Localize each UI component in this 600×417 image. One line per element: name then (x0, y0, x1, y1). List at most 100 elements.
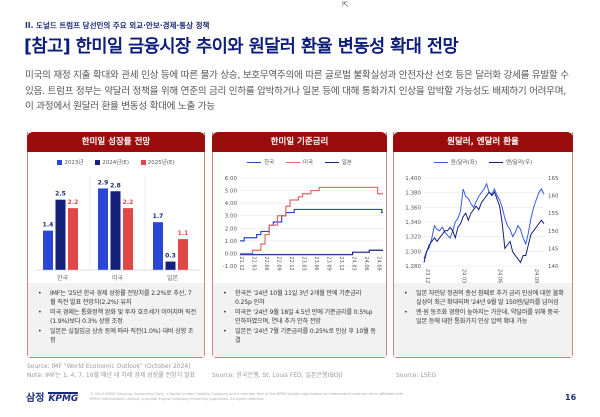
intro-paragraph: 미국의 재정 지출 확대와 관세 인상 등에 따른 물가 상승, 보호무역주의에… (25, 70, 569, 112)
category-label: 일본 (167, 274, 179, 282)
legend-item: 원/달러(좌) (433, 160, 477, 166)
x-tick-label: 23.06 (313, 256, 319, 270)
bullet-item: 미국은 '24년 9월 18일 4.5년 만에 기준금리를 0.5%p 인하하였… (223, 308, 378, 326)
page-number: 16 (565, 393, 577, 402)
series-line-일본 (240, 249, 383, 256)
legend-item: 2024년(E) (95, 160, 129, 166)
panel-header: 한미일 성장률 전망 (27, 132, 205, 152)
x-tick-label: 22.12 (288, 256, 294, 270)
data-label: 1.4 (43, 222, 54, 229)
x-tick-label: 24.06 (363, 256, 369, 270)
y-left-tick-label: 1,340 (405, 220, 421, 226)
bar (165, 261, 176, 270)
growth-panel: 한미일 성장률 전망 2023년 2024년(E) 2025년(E) 1.4 2.… (27, 132, 205, 358)
data-label: 1.7 (153, 213, 164, 220)
legend-item: 2025년(E) (140, 160, 175, 166)
y-tick-label: -1.00 (223, 264, 238, 270)
y-right-tick-label: 150 (548, 229, 559, 235)
mouse-cursor-icon: ⇱ (342, 0, 349, 9)
bullet-item: 엔·원 동조화 경향이 높아지는 가운데, 약달러를 위해 중국·일본 등에 대… (404, 308, 564, 326)
x-tick-label: 24.03 (460, 269, 466, 283)
policy-rate-chart: -1.00 0.00 1.00 2.00 3.00 4.00 5.00 6.00 21.12 22… (223, 176, 383, 271)
bullet-list: IMF는 '25년 한국 경제 성장률 전망치를 2.2%로 추산, 7월 직전… (28, 283, 204, 357)
legend-item: 한국 (247, 160, 274, 166)
x-tick-label: 24.09 (376, 256, 382, 270)
y-tick-label: 1.00 (225, 239, 238, 245)
y-tick-label: 3.00 (225, 214, 238, 220)
data-label: 0.3 (165, 253, 176, 260)
data-label: 1.1 (178, 230, 189, 237)
y-right-tick-label: 145 (548, 246, 559, 252)
legend-item: 미국 (285, 160, 313, 166)
fx-panel: 원달러, 엔달러 환율 원/달러(좌) 엔/달러(우) 1,280 1,300 1,… (393, 132, 573, 358)
legend-item: 엔/달러(우) (488, 160, 532, 166)
panel-header: 원달러, 엔달러 환율 (393, 132, 573, 152)
page-title: [참고] 한미일 금융시장 추이와 원달러 환율 변동성 확대 전망 (24, 37, 459, 57)
legend-item: 2023년 (57, 160, 83, 166)
y-left-tick-label: 1,360 (405, 205, 421, 211)
y-tick-label: 2.00 (225, 226, 238, 232)
data-label: 2.5 (55, 191, 66, 198)
x-tick-label: 23.12 (424, 269, 430, 283)
y-left-tick-label: 1,400 (405, 176, 421, 182)
x-tick-label: 23.09 (326, 256, 332, 270)
y-left-tick-label: 1,300 (405, 249, 421, 255)
y-right-tick-label: 165 (548, 176, 559, 182)
bar (153, 222, 163, 270)
bullet-item: IMF는 '25년 한국 경제 성장률 전망치를 2.2%로 추산, 7월 직전… (38, 289, 196, 307)
y-tick-label: 6.00 (225, 176, 238, 182)
section-label: II. 도널드 트럼프 당선인의 주요 외교·안보·경제·통상 정책 (25, 21, 210, 30)
bullet-list: 일본 자민당 정권의 총선 참패로 추가 금리 인상에 대한 불확실성이 최근 … (394, 283, 572, 357)
bar (123, 208, 133, 270)
x-tick-label: 21.12 (238, 256, 244, 270)
category-label: 미국 (112, 274, 124, 282)
series-line-원/달러(좌) (423, 182, 545, 259)
data-label: 2.9 (98, 179, 109, 186)
y-left-tick-label: 1,320 (405, 235, 421, 241)
y-right-tick-label: 140 (548, 264, 559, 270)
data-label: 2.2 (68, 199, 79, 206)
bullet-item: 한국은 '24년 10월 11일 3년 2개월 만에 기준금리 0.25p 인하 (223, 289, 378, 307)
x-tick-label: 22.06 (263, 256, 269, 270)
bar (110, 191, 121, 270)
data-label: 2.2 (123, 199, 134, 206)
x-tick-label: 24.09 (533, 269, 539, 283)
source-rates: Source: 한국은행, St. Louis FED, 일본은행(BOJ) (212, 372, 343, 379)
bullet-item: 일본은 실질임금 상승 등에 따라 직전(1.0%) 대비 상향 조정 (38, 327, 196, 345)
legend-item: 일본 (324, 160, 352, 166)
series-line-미국 (240, 186, 383, 255)
x-tick-label: 24.03 (351, 256, 357, 270)
note-text: Note: IMF는 1, 4, 7, 10월 매년 네 차례 경제 성장률 전… (27, 372, 196, 379)
x-tick-label: 22.09 (276, 256, 282, 270)
x-tick-label: 24.06 (497, 269, 503, 283)
bullet-list: 한국은 '24년 10월 11일 3년 2개월 만에 기준금리 0.25p 인하… (213, 283, 386, 357)
y-tick-label: 5.00 (225, 189, 238, 195)
kpmg-logo: 삼정 KPMG (26, 392, 79, 404)
bar (178, 239, 188, 270)
copyright-text: © 2024 KPMG Samjong Accounting Corp., a … (90, 392, 404, 401)
y-right-tick-label: 155 (548, 211, 559, 217)
chart-legend: 2023년 2024년(E) 2025년(E) (28, 158, 204, 166)
data-label: 2.8 (110, 182, 121, 189)
x-tick-label: 23.12 (338, 256, 344, 270)
source-growth: Source: IMF "World Economic Outlook" (Oc… (27, 362, 195, 380)
fx-rate-chart: 1,280 1,300 1,320 1,340 1,360 1,380 1,400 140 14… (405, 176, 559, 283)
rates-panel: 한미일 기준금리 한국 미국 일본 -1.00 0.00 1.00 2.00 3.00 4… (212, 132, 387, 358)
bar (98, 188, 108, 270)
source-text: Source: IMF "World Economic Outlook" (Oc… (27, 363, 191, 370)
bullet-item: 일본 자민당 정권의 총선 참패로 추가 금리 인상에 대한 불확실성이 최근 … (404, 289, 564, 307)
series-line-한국 (240, 208, 383, 242)
category-label: 한국 (57, 275, 69, 282)
bar (68, 208, 78, 270)
bullet-item: 미국 경제는 통화정책 완화 및 투자 호조세가 이어지며 직전(1.9%)보다… (38, 308, 196, 326)
y-left-tick-label: 1,380 (405, 191, 421, 197)
source-fx: Source: LSEG (396, 372, 437, 379)
series-line-엔/달러(우) (423, 191, 545, 264)
panel-header: 한미일 기준금리 (212, 132, 387, 152)
bar (43, 230, 53, 270)
y-left-tick-label: 1,280 (405, 264, 421, 270)
y-tick-label: 0.00 (225, 251, 238, 257)
x-tick-label: 22.03 (251, 256, 257, 270)
bar (55, 199, 66, 270)
